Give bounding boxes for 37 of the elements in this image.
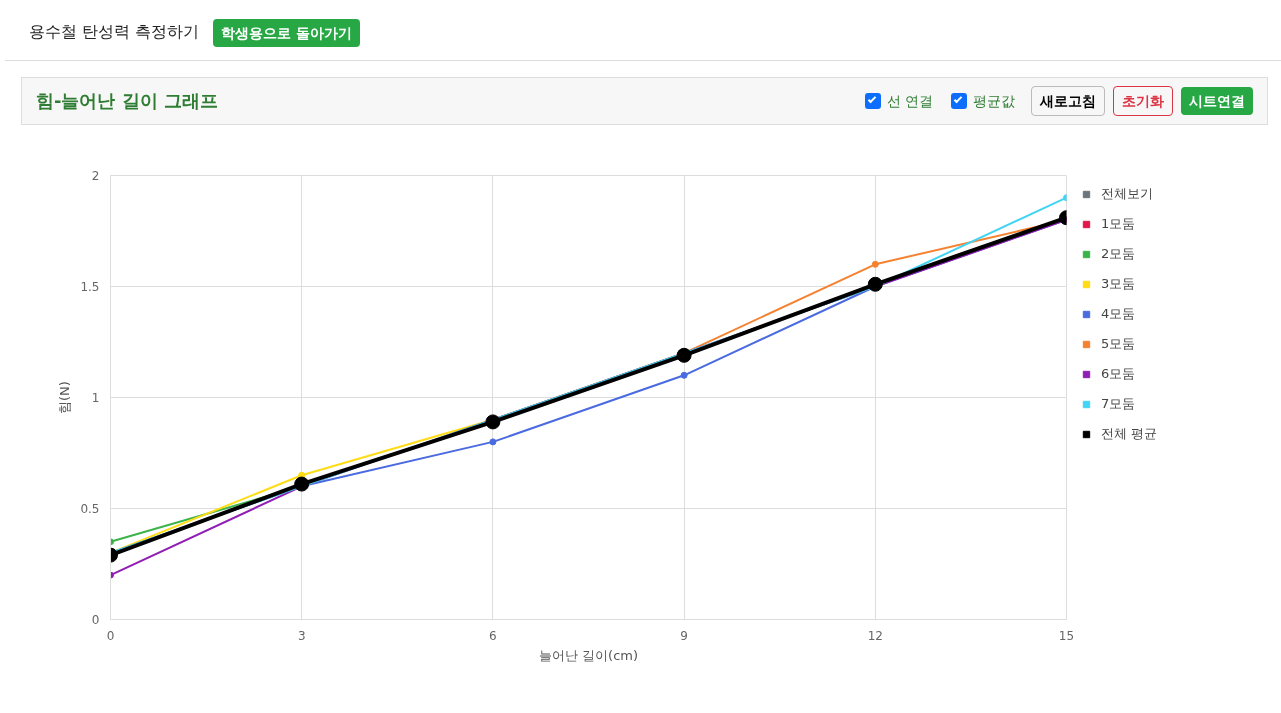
point [294,476,310,492]
text: 선 연결 [886,92,933,111]
legend-label: 4모둠 [1101,305,1136,323]
chart-title: 힘-늘어난 길이 그래프 [36,89,219,114]
legend-label: 전체보기 [1101,185,1153,203]
legend-label: 5모둠 [1101,335,1136,353]
text: 시트연결 [1181,87,1253,115]
point [485,414,501,430]
legend-label: 7모둠 [1101,395,1136,413]
x-tick-label: 0 [106,628,115,643]
text: 초기화 [1113,86,1173,116]
y-tick-label: 2 [91,169,100,183]
x-tick-label: 12 [867,628,883,643]
y-axis-title: 힘(N) [57,381,73,414]
y-tick-label: 1 [91,391,100,405]
point [676,347,692,363]
point [680,371,688,379]
legend-label: 6모둠 [1101,365,1136,383]
text: 새로고침 [1031,86,1105,116]
x-tick-label: 3 [297,628,306,643]
legend-label: 2모둠 [1101,245,1136,263]
text: 용수철 탄성력 측정하기 [29,21,200,44]
x-tick-label: 15 [1058,628,1075,643]
text: 학생용으로 돌아가기 [213,18,361,47]
point [871,260,879,268]
point [489,438,497,446]
x-tick-label: 6 [489,628,497,643]
legend-label: 전체 평균 [1101,425,1158,443]
x-tick-label: 9 [680,628,688,643]
point [867,276,883,292]
legend-label: 3모둠 [1101,275,1136,293]
y-tick-label: 0 [91,613,100,627]
y-tick-label: 1.5 [80,280,100,294]
x-axis-title: 늘어난 길이(cm) [538,647,639,663]
text: 평균값 [973,92,1015,111]
y-tick-label: 0.5 [80,502,100,516]
legend-label: 1모둠 [1101,215,1136,233]
